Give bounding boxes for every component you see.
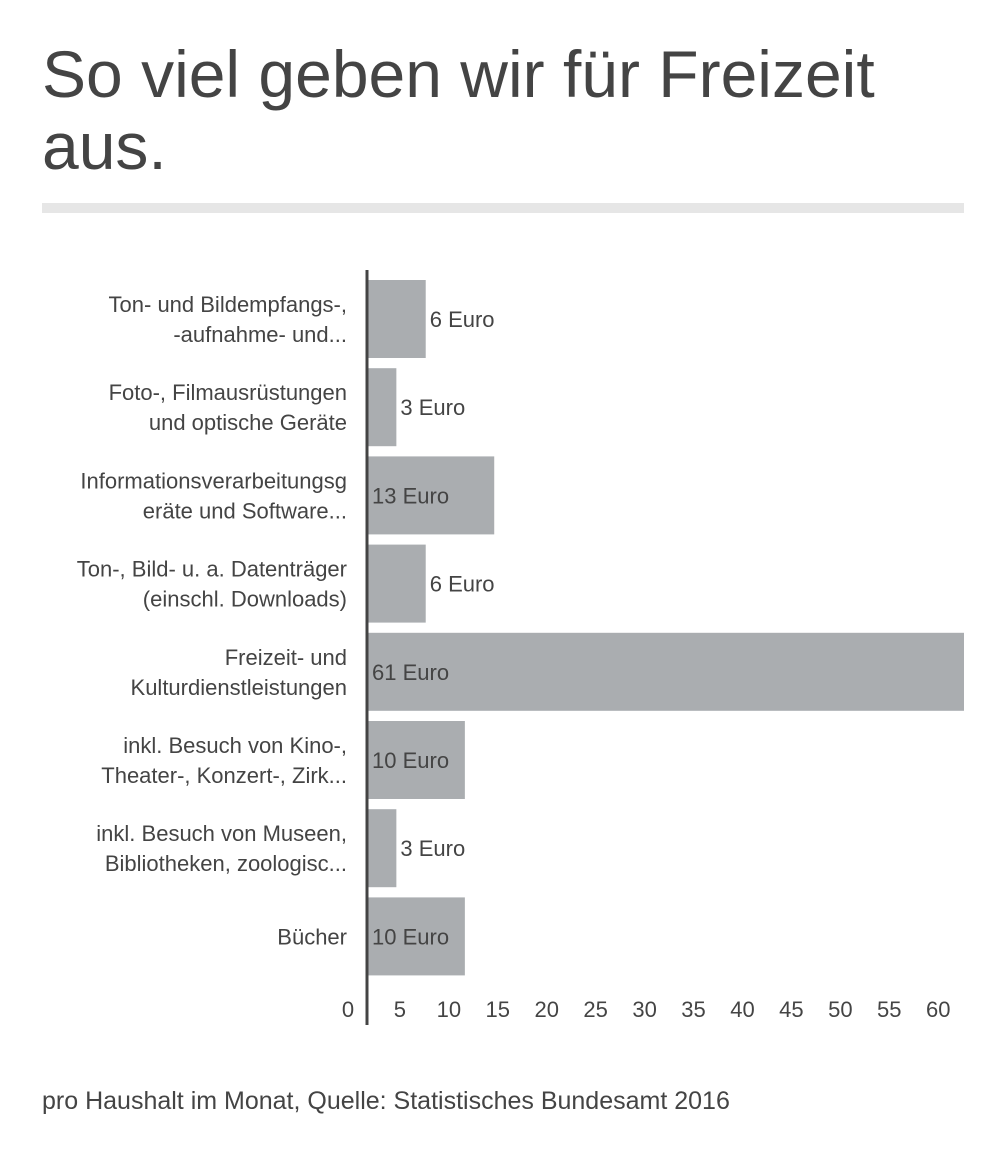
bar-1	[367, 368, 397, 447]
bar-7	[367, 897, 465, 976]
category-label-6-line-0: inkl. Besuch von Museen,	[96, 821, 347, 846]
x-tick-label-6: 30	[632, 997, 656, 1022]
x-tick-label-11: 55	[877, 997, 901, 1022]
data-label-5: 10 Euro	[372, 748, 449, 773]
bar-5	[367, 721, 465, 799]
chart-title: So viel geben wir für Freizeit aus.	[42, 37, 875, 183]
category-label-3-line-0: Ton-, Bild- u. a. Datenträger	[77, 557, 347, 582]
data-label-1: 3 Euro	[400, 395, 465, 420]
bar-0	[367, 280, 426, 358]
bar-6	[367, 809, 397, 888]
x-tick-label-7: 35	[681, 997, 705, 1022]
data-label-7: 10 Euro	[372, 924, 449, 949]
bar-3	[367, 544, 426, 623]
tick-labels-layer: 0 5 10 15 20 25 30 35 40 45 50 55 60	[342, 997, 951, 1022]
bar-2	[367, 456, 495, 535]
category-label-4-line-0: Freizeit- und	[225, 645, 347, 670]
x-tick-label-2: 10	[437, 997, 461, 1022]
category-label-1-line-1: und optische Geräte	[149, 410, 347, 435]
category-label-1-line-0: Foto-, Filmausrüstungen	[109, 380, 347, 405]
source-note: pro Haushalt im Monat, Quelle: Statistis…	[42, 1087, 730, 1115]
x-tick-label-8: 40	[730, 997, 754, 1022]
category-label-0-line-1: -aufnahme- und...	[173, 322, 347, 347]
x-tick-label-0: 0	[342, 997, 354, 1022]
category-label-6-line-1: Bibliotheken, zoologisc...	[105, 851, 347, 876]
x-tick-label-9: 45	[779, 997, 803, 1022]
title-divider	[42, 203, 964, 213]
bar-4	[367, 632, 964, 711]
category-label-2-line-1: eräte und Software...	[143, 498, 347, 523]
bar-chart: 6 Euro Ton- und Bildempfangs-, -aufnahme- …	[77, 270, 964, 1025]
data-label-2: 13 Euro	[372, 483, 449, 508]
x-tick-label-4: 20	[534, 997, 558, 1022]
data-label-4: 61 Euro	[372, 660, 449, 685]
x-tick-label-12: 60	[926, 997, 950, 1022]
x-tick-label-5: 25	[583, 997, 607, 1022]
category-label-5-line-1: Theater-, Konzert-, Zirk...	[101, 763, 347, 788]
data-label-6: 3 Euro	[400, 836, 465, 861]
category-label-5-line-0: inkl. Besuch von Kino-,	[123, 733, 347, 758]
bars-layer	[367, 280, 964, 976]
data-label-3: 6 Euro	[430, 572, 495, 597]
x-tick-label-10: 50	[828, 997, 852, 1022]
category-label-3-line-1: (einschl. Downloads)	[143, 587, 347, 612]
x-tick-label-3: 15	[486, 997, 510, 1022]
category-label-0-line-0: Ton- und Bildempfangs-,	[109, 292, 347, 317]
category-label-2-line-0: Informationsverarbeitungsg	[80, 468, 347, 493]
x-tick-label-1: 5	[394, 997, 406, 1022]
data-label-0: 6 Euro	[430, 307, 495, 332]
category-label-4-line-1: Kulturdienstleistungen	[131, 675, 347, 700]
category-labels-layer: 6 Euro Ton- und Bildempfangs-, -aufnahme- …	[77, 292, 495, 949]
category-label-7-line-0: Bücher	[277, 924, 347, 949]
